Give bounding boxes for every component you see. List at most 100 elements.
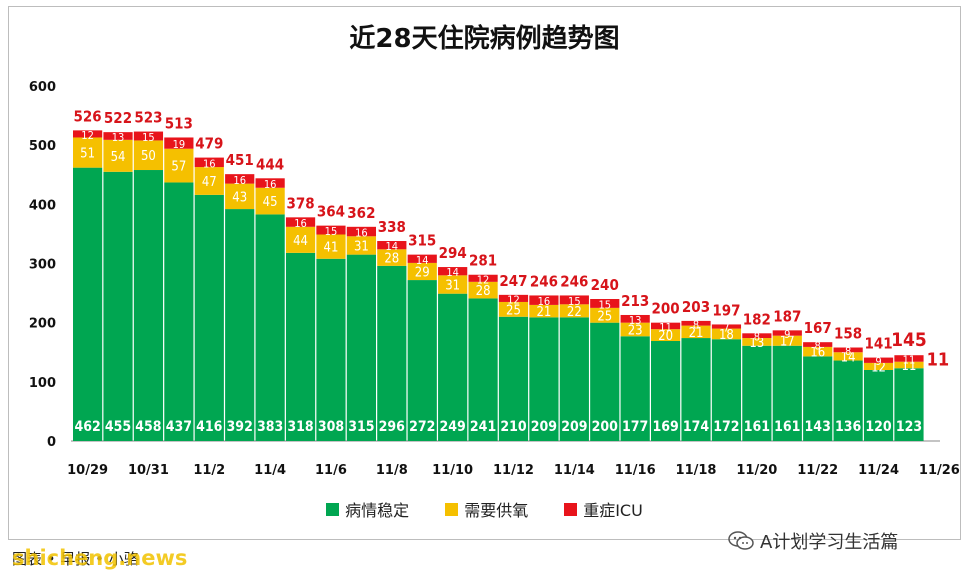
bar-segment-stable <box>681 338 711 441</box>
data-label-stable: 123 <box>896 419 922 435</box>
data-label-stable: 174 <box>683 419 710 435</box>
bar-segment-oxygen <box>225 183 255 210</box>
bar-segment-icu <box>620 314 650 323</box>
bar-segment-stable <box>73 167 103 441</box>
bar-segment-stable <box>863 370 894 441</box>
bar-segment-stable <box>438 293 468 441</box>
data-label-stable: 161 <box>744 419 770 435</box>
bar-segment-oxygen <box>772 335 802 346</box>
legend-label-stable: 病情稳定 <box>345 501 410 520</box>
y-tick-label: 200 <box>29 317 56 332</box>
total-label: 378 <box>286 194 314 212</box>
data-label-stable: 120 <box>865 419 892 435</box>
bar-segment-icu <box>225 174 255 184</box>
data-label-icu: 15 <box>598 298 611 311</box>
data-label-oxygen: 29 <box>415 265 430 280</box>
data-label-icu: 16 <box>264 178 277 191</box>
bar-segment-icu <box>346 226 376 237</box>
total-label: 158 <box>834 325 862 343</box>
data-label-oxygen: 54 <box>111 150 126 165</box>
watermark-site: shicheng.news <box>12 546 188 570</box>
data-label-stable: 458 <box>135 419 161 435</box>
bar-segment-icu <box>255 178 285 188</box>
data-label-icu: 9 <box>875 355 881 368</box>
total-label: 182 <box>743 310 771 328</box>
bar-segment-stable <box>103 171 133 441</box>
bar-segment-icu <box>468 274 498 282</box>
bar-segment-stable <box>346 254 376 441</box>
data-label-oxygen: 25 <box>506 303 521 318</box>
data-label-icu: 8 <box>693 318 699 331</box>
bar-segment-oxygen <box>316 234 346 259</box>
bar-segment-icu <box>681 320 711 326</box>
bar-segment-stable <box>711 339 742 441</box>
data-label-stable: 136 <box>835 419 862 435</box>
data-label-icu: 16 <box>233 174 246 187</box>
bar-segment-stable <box>559 317 589 441</box>
total-label: 364 <box>317 203 345 221</box>
bar-segment-icu <box>590 299 620 308</box>
x-tick-label: 11/26 <box>919 463 960 478</box>
data-label-oxygen: 22 <box>567 305 582 320</box>
data-label-stable: 169 <box>652 419 678 435</box>
data-label-stable: 209 <box>531 419 557 435</box>
total-label: 526 <box>74 107 102 125</box>
data-label-icu: 16 <box>538 295 551 308</box>
data-label-stable: 241 <box>470 419 496 435</box>
data-label-stable: 210 <box>500 419 527 435</box>
data-label-oxygen: 16 <box>810 346 825 361</box>
data-label-oxygen: 25 <box>597 309 612 324</box>
x-tick-label: 11/10 <box>432 463 473 478</box>
data-label-icu: 15 <box>325 225 338 238</box>
data-label-oxygen: 41 <box>324 241 339 256</box>
watermark-account-label: A计划学习生活篇 <box>760 532 899 553</box>
data-label-icu: 8 <box>815 340 821 353</box>
data-label-icu: 15 <box>142 131 155 144</box>
data-label-oxygen: 12 <box>871 360 886 375</box>
legend-item-oxygen: 需要供氧 <box>445 497 528 521</box>
data-label-oxygen: 45 <box>263 195 278 210</box>
total-label: 246 <box>560 272 588 290</box>
total-label: 522 <box>104 109 132 127</box>
bar-segment-icu <box>651 322 681 330</box>
data-label-stable: 272 <box>409 419 435 435</box>
bar-segment-oxygen <box>133 140 164 171</box>
bar-segment-oxygen <box>468 281 498 299</box>
bar-segment-icu <box>833 347 863 353</box>
bar-segment-oxygen <box>346 236 376 255</box>
legend-swatch-stable <box>326 502 340 516</box>
x-tick-label: 10/31 <box>128 463 169 478</box>
data-label-icu: 13 <box>112 131 125 144</box>
data-label-oxygen: 21 <box>536 305 551 320</box>
chart-title: 近28天住院病例趋势图 <box>349 24 620 54</box>
total-label: 246 <box>530 272 558 290</box>
bar-segment-stable <box>164 182 194 442</box>
bar-segment-icu <box>285 217 316 227</box>
data-label-icu: 16 <box>203 157 216 170</box>
chart-legend: 病情稳定 需要供氧 重症ICU <box>0 497 969 521</box>
bar-segment-stable <box>468 298 498 441</box>
total-label: 197 <box>712 301 740 319</box>
legend-item-icu: 重症ICU <box>564 497 643 521</box>
data-label-oxygen: 14 <box>841 350 856 365</box>
data-label-stable: 383 <box>257 419 283 435</box>
x-tick-label: 11/6 <box>315 463 347 478</box>
data-label-icu: 12 <box>81 129 94 142</box>
data-label-oxygen: 13 <box>749 336 764 351</box>
total-label: 167 <box>804 319 832 337</box>
bar-segment-stable <box>255 214 285 441</box>
bar-segment-oxygen <box>529 304 559 318</box>
total-label: 444 <box>256 155 284 173</box>
total-label: 338 <box>378 218 406 236</box>
data-label-icu: 16 <box>294 217 307 230</box>
bar-segment-oxygen <box>407 262 437 281</box>
x-tick-label: 11/18 <box>676 463 717 478</box>
bar-segment-oxygen <box>620 322 650 337</box>
bar-segment-icu <box>863 357 894 363</box>
legend-swatch-icu <box>564 502 578 516</box>
total-label: 145 <box>891 329 927 351</box>
y-tick-label: 0 <box>47 435 56 450</box>
data-label-oxygen: 50 <box>141 149 156 164</box>
data-label-icu: 15 <box>568 295 581 308</box>
